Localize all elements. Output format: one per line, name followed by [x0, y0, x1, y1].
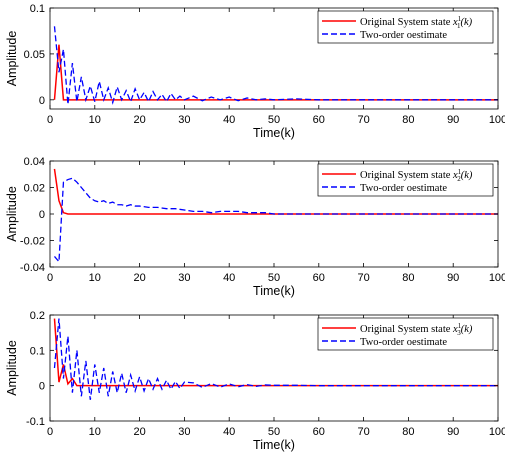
- chart-panel-1: 0 10 20 30 40 50 60 70 80 90 100 0 0.05 0.1 Time(k) Amp…: [5, 3, 505, 140]
- legend-entry-1: Original System state x1 2(k): [360, 168, 473, 183]
- legend-box: [317, 10, 494, 44]
- legend-box: [317, 163, 494, 197]
- legend: Original System state x1 2(k)Two-order oe…: [317, 163, 494, 197]
- legend-box: [317, 317, 494, 351]
- legend-entry-2: Two-order oestimate: [360, 183, 447, 194]
- legend-sup: 1: [458, 168, 462, 176]
- series-line-1: [53, 318, 498, 387]
- x-axis-label: Time(k): [253, 438, 295, 452]
- y-tick-label: -0.04: [20, 262, 45, 274]
- x-tick-label: 20: [133, 272, 145, 284]
- legend-entry-2: Two-order oestimate: [360, 30, 447, 41]
- x-tick-label: 50: [268, 114, 280, 126]
- x-tick-label: 40: [223, 272, 235, 284]
- y-tick-label: 0.2: [30, 310, 45, 322]
- y-tick-label: 0.1: [30, 3, 45, 15]
- x-tick-label: 90: [447, 426, 459, 438]
- legend-sup: 1: [458, 322, 462, 330]
- legend-var: x: [452, 17, 458, 28]
- x-tick-label: 30: [178, 114, 190, 126]
- x-tick-label: 60: [313, 272, 325, 284]
- legend-main: Original System state: [360, 17, 453, 28]
- y-tick-label: 0: [39, 209, 45, 221]
- legend-sup: 1: [458, 15, 462, 23]
- y-tick-label: 0.1: [30, 345, 45, 357]
- y-tick-label: 0.02: [24, 183, 45, 195]
- x-tick-label: 100: [489, 272, 505, 284]
- legend-entry-1: Original System state x1 3(k): [360, 322, 473, 337]
- y-tick-label: 0.05: [24, 49, 45, 61]
- x-tick-label: 70: [357, 272, 369, 284]
- legend-var: x: [452, 170, 458, 181]
- x-tick-label: 90: [447, 114, 459, 126]
- legend-main: Original System state: [360, 170, 453, 181]
- x-tick-label: 0: [47, 272, 53, 284]
- x-axis-label: Time(k): [253, 284, 295, 298]
- x-tick-label: 20: [133, 114, 145, 126]
- series-line-1: [53, 168, 498, 215]
- legend-arg: (k): [461, 170, 473, 181]
- series-line-1: [53, 44, 498, 101]
- series-line-2: [53, 318, 498, 400]
- y-tick-label: 0: [39, 95, 45, 107]
- x-tick-label: 40: [223, 426, 235, 438]
- x-tick-label: 30: [178, 272, 190, 284]
- y-tick-label: 0.04: [24, 156, 45, 168]
- x-tick-label: 80: [402, 426, 414, 438]
- x-tick-label: 70: [357, 426, 369, 438]
- chart-panel-3: 0 10 20 30 40 50 60 70 80 90 100-0.100.10.2Time(k)…: [5, 310, 505, 452]
- legend-var: x: [452, 324, 458, 335]
- legend-entry-1: Original System state x1 1(k): [360, 15, 473, 30]
- x-tick-label: 10: [89, 272, 101, 284]
- x-axis-label: Time(k): [253, 126, 295, 140]
- x-tick-label: 0: [47, 114, 53, 126]
- x-tick-label: 80: [402, 114, 414, 126]
- x-tick-label: 100: [489, 114, 505, 126]
- x-tick-label: 80: [402, 272, 414, 284]
- x-tick-label: 60: [313, 114, 325, 126]
- x-tick-label: 60: [313, 426, 325, 438]
- x-tick-label: 0: [47, 426, 53, 438]
- y-axis-label: Amplitude: [5, 31, 19, 87]
- y-tick-label: 0: [39, 381, 45, 393]
- legend-arg: (k): [460, 17, 472, 28]
- y-axis-label: Amplitude: [5, 340, 19, 396]
- legend-entry-2: Two-order oestimate: [360, 337, 447, 348]
- x-tick-label: 10: [89, 114, 101, 126]
- x-tick-label: 40: [223, 114, 235, 126]
- x-tick-label: 20: [133, 426, 145, 438]
- legend-main: Original System state: [360, 324, 453, 335]
- y-axis-label: Amplitude: [5, 186, 19, 242]
- legend-sub: 2: [457, 175, 461, 183]
- legend: Original System state x1 3(k)Two-order oe…: [317, 317, 494, 351]
- x-tick-label: 50: [268, 426, 280, 438]
- x-tick-label: 30: [178, 426, 190, 438]
- series-line-2: [53, 177, 498, 264]
- series-line-2: [53, 26, 498, 105]
- legend-sub: 1: [457, 22, 461, 30]
- x-tick-label: 90: [447, 272, 459, 284]
- y-tick-label: -0.02: [20, 236, 45, 248]
- chart-panel-2: 0 10 20 30 40 50 60 70 80 90 100 -0.04 -0.02 0 0.02 0.0…: [5, 156, 505, 298]
- legend-sub: 3: [457, 329, 461, 337]
- x-tick-label: 50: [268, 272, 280, 284]
- legend: Original System state x1 1(k)Two-order oe…: [317, 10, 494, 44]
- x-tick-label: 10: [89, 426, 101, 438]
- x-tick-label: 70: [357, 114, 369, 126]
- y-tick-label: -0.1: [26, 416, 45, 428]
- legend-arg: (k): [461, 324, 473, 335]
- x-tick-label: 100: [489, 426, 505, 438]
